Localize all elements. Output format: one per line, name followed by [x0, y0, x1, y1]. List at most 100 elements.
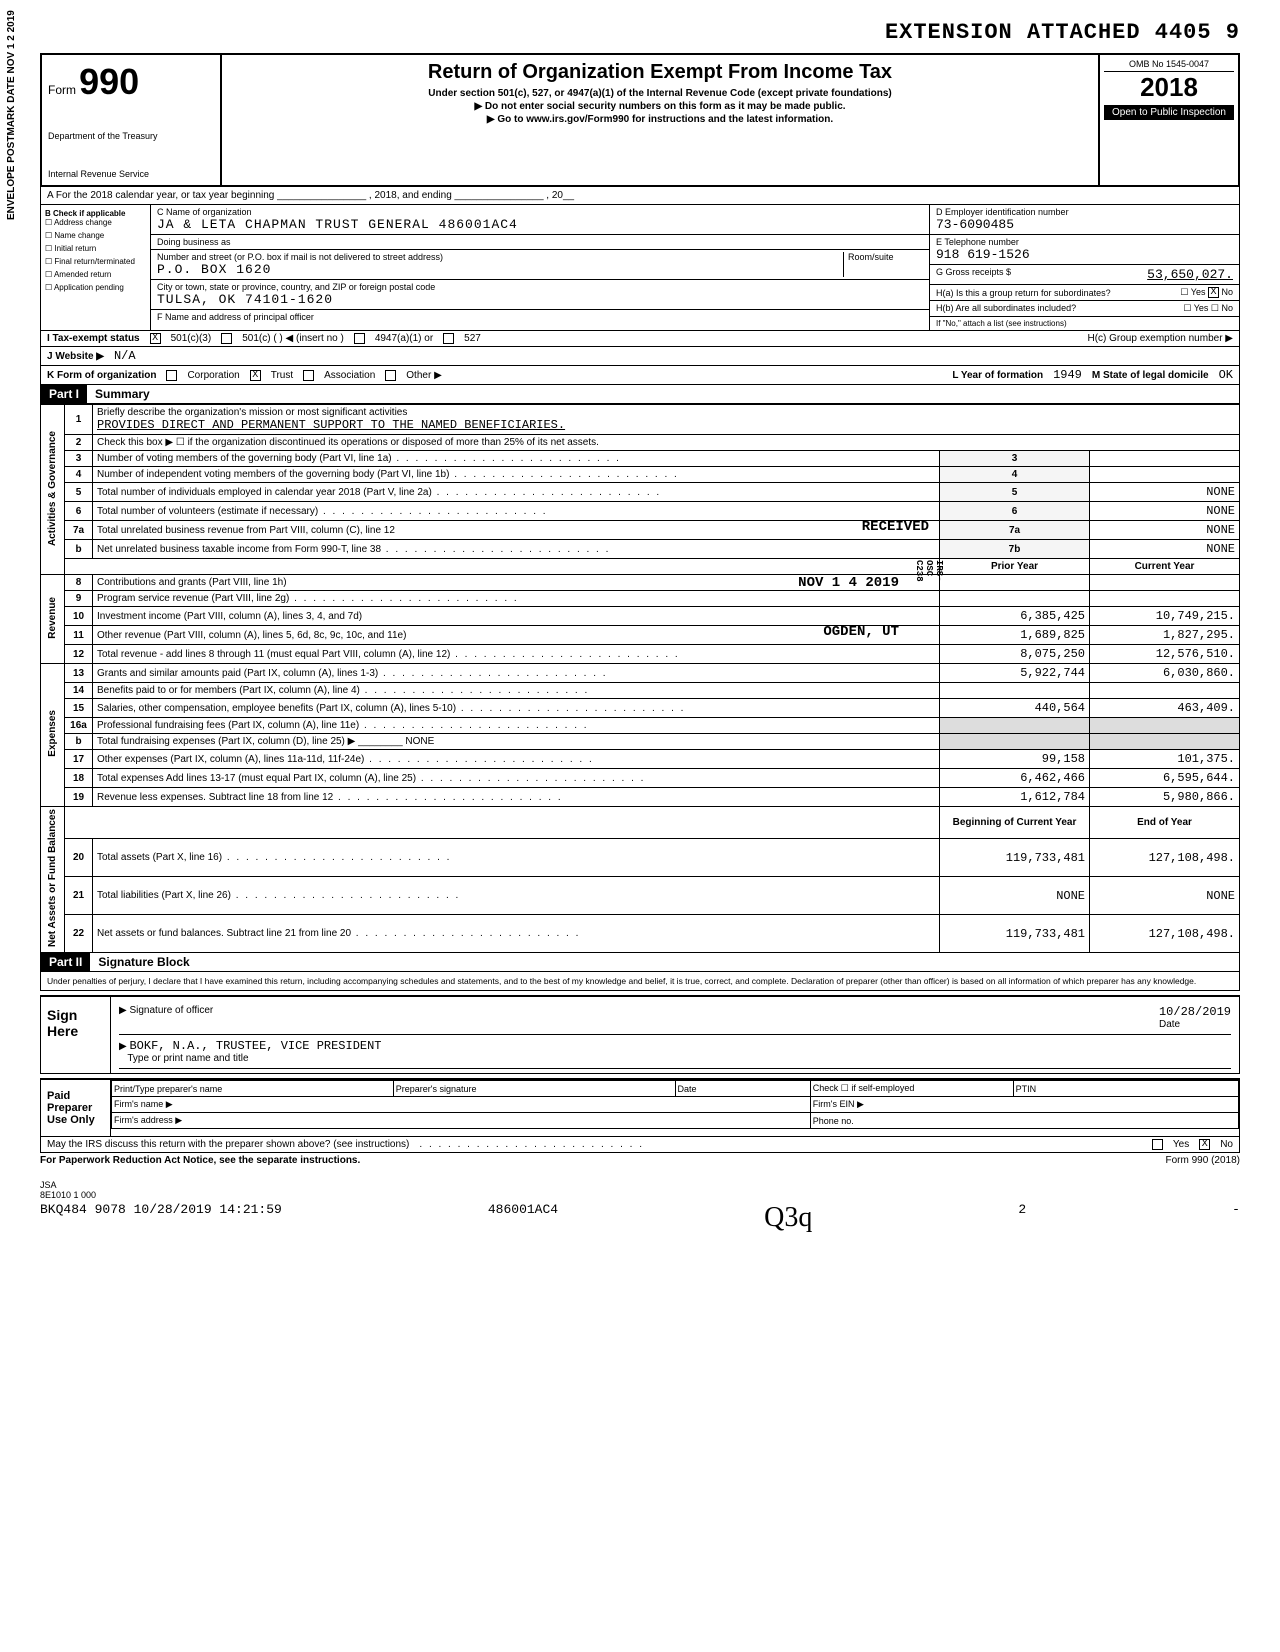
received-stamp-3: OGDEN, UT: [823, 624, 899, 640]
line-17-desc: Other expenses (Part IX, column (A), lin…: [93, 750, 940, 769]
c-city-label: City or town, state or province, country…: [157, 282, 435, 292]
ein-value: 73-6090485: [936, 217, 1233, 232]
ha-yes-no: ☐ Yes X No: [1180, 287, 1233, 298]
chk-association[interactable]: [303, 370, 314, 381]
line-7a-num: 7a: [65, 521, 93, 540]
part-i-bar: Part I Summary: [40, 385, 1240, 404]
line-19-py: 1,612,784: [940, 788, 1090, 807]
dept-irs: Internal Revenue Service: [48, 169, 214, 179]
line-18-py: 6,462,466: [940, 769, 1090, 788]
phone-value: 918 619-1526: [936, 247, 1233, 262]
part-i-label: Part I: [41, 385, 87, 403]
line-17-cy: 101,375.: [1090, 750, 1240, 769]
org-name: JA & LETA CHAPMAN TRUST GENERAL 486001AC…: [157, 217, 518, 232]
line-19-num: 19: [65, 788, 93, 807]
pp-col-3: Check ☐ if self-employed: [810, 1081, 1013, 1097]
chk-address-change[interactable]: ☐ Address change: [45, 218, 146, 227]
row-j-website: J Website ▶ N/A: [40, 347, 1240, 366]
chk-amended[interactable]: ☐ Amended return: [45, 270, 146, 279]
nab-cy-head: End of Year: [1090, 807, 1240, 839]
c-name-label: C Name of organization: [157, 207, 510, 217]
line-12-num: 12: [65, 645, 93, 664]
l-label: L Year of formation: [952, 370, 1043, 381]
chk-name-change[interactable]: ☐ Name change: [45, 231, 146, 240]
line-19-cy: 5,980,866.: [1090, 788, 1240, 807]
line-5-num: 5: [65, 483, 93, 502]
pp-firm-addr: Firm's address ▶: [112, 1113, 811, 1129]
may-irs-text: May the IRS discuss this return with the…: [47, 1139, 409, 1150]
chk-527[interactable]: [443, 333, 454, 344]
side-rev: Revenue: [47, 597, 58, 639]
line-20-num: 20: [65, 839, 93, 877]
line-7a-amt: NONE: [1090, 521, 1240, 540]
line-9-desc: Program service revenue (Part VIII, line…: [93, 591, 940, 607]
line-6-box: 6: [940, 502, 1090, 521]
row-i-tax-exempt: I Tax-exempt status X 501(c)(3) 501(c) (…: [40, 331, 1240, 347]
subtitle-1: Under section 501(c), 527, or 4947(a)(1)…: [228, 88, 1092, 99]
line-20-cy: 127,108,498.: [1090, 839, 1240, 877]
may-irs-yes[interactable]: [1152, 1139, 1163, 1150]
summary-table: Activities & Governance 1 Briefly descri…: [40, 404, 1240, 953]
part-ii-label: Part II: [41, 953, 90, 971]
chk-501c3[interactable]: X: [150, 333, 161, 344]
chk-application-pending[interactable]: ☐ Application pending: [45, 283, 146, 292]
line-1-num: 1: [65, 405, 93, 435]
line-22-cy: 127,108,498.: [1090, 915, 1240, 953]
col-b-header: B Check if applicable: [45, 209, 125, 218]
paid-preparer-block: Paid Preparer Use Only Print/Type prepar…: [40, 1078, 1240, 1137]
line-7b-desc: Net unrelated business taxable income fr…: [93, 540, 940, 559]
chk-trust[interactable]: X: [250, 370, 261, 381]
line-10-desc: Investment income (Part VIII, column (A)…: [93, 607, 940, 626]
line-14-num: 14: [65, 683, 93, 699]
line-16b-py: [940, 734, 1090, 750]
pp-phone: Phone no.: [810, 1113, 1238, 1129]
part-ii-bar: Part II Signature Block: [40, 953, 1240, 972]
sign-here-label: Sign Here: [41, 997, 111, 1073]
k-label: K Form of organization: [47, 370, 156, 381]
line-5-box: 5: [940, 483, 1090, 502]
website-value: N/A: [114, 349, 136, 363]
chk-4947[interactable]: [354, 333, 365, 344]
may-irs-no[interactable]: X: [1199, 1139, 1210, 1150]
postmark-vertical: ENVELOPE POSTMARK DATE NOV 1 2 2019: [6, 10, 17, 220]
hc-label: H(c) Group exemption number ▶: [1087, 333, 1233, 344]
omb-number: OMB No 1545-0047: [1104, 59, 1234, 72]
line-3-amt: [1090, 451, 1240, 467]
line-8-num: 8: [65, 575, 93, 591]
pp-firm-ein: Firm's EIN ▶: [810, 1097, 1238, 1113]
nab-py-head: Beginning of Current Year: [940, 807, 1090, 839]
chk-corporation[interactable]: [166, 370, 177, 381]
chk-final-return[interactable]: ☐ Final return/terminated: [45, 257, 146, 266]
side-nab: Net Assets or Fund Balances: [47, 809, 58, 947]
header-block-bcd: B Check if applicable ☐ Address change ☐…: [40, 205, 1240, 331]
line-11-cy: 1,827,295.: [1090, 626, 1240, 645]
hb-note: If "No," attach a list (see instructions…: [930, 317, 1239, 330]
page-number: 2: [1018, 1202, 1026, 1234]
chk-other[interactable]: [385, 370, 396, 381]
line-15-desc: Salaries, other compensation, employee b…: [93, 699, 940, 718]
line-15-cy: 463,409.: [1090, 699, 1240, 718]
chk-initial-return[interactable]: ☐ Initial return: [45, 244, 146, 253]
paperwork-notice: For Paperwork Reduction Act Notice, see …: [40, 1155, 360, 1166]
chk-501c[interactable]: [221, 333, 232, 344]
line-16a-py: [940, 718, 1090, 734]
jsa-code: 8E1010 1 000: [40, 1190, 1240, 1200]
line-12-cy: 12,576,510.: [1090, 645, 1240, 664]
pp-col-2: Date: [675, 1081, 810, 1097]
org-city: TULSA, OK 74101-1620: [157, 292, 443, 307]
form-number: 990: [79, 61, 139, 102]
form-footer: Form 990 (2018): [1166, 1155, 1240, 1166]
line-16b-num: b: [65, 734, 93, 750]
tax-year: 2018: [1104, 72, 1234, 103]
line-7b-amt: NONE: [1090, 540, 1240, 559]
line-11-num: 11: [65, 626, 93, 645]
line-9-py: [940, 591, 1090, 607]
sign-here-block: Sign Here ▶ Signature of officer 10/28/2…: [40, 995, 1240, 1074]
line-21-py: NONE: [940, 877, 1090, 915]
subtitle-2: ▶ Do not enter social security numbers o…: [228, 101, 1092, 112]
line-16b-cy: [1090, 734, 1240, 750]
line-16a-desc: Professional fundraising fees (Part IX, …: [93, 718, 940, 734]
line-17-num: 17: [65, 750, 93, 769]
line-18-cy: 6,595,644.: [1090, 769, 1240, 788]
sig-date-label: Date: [1159, 1019, 1180, 1030]
